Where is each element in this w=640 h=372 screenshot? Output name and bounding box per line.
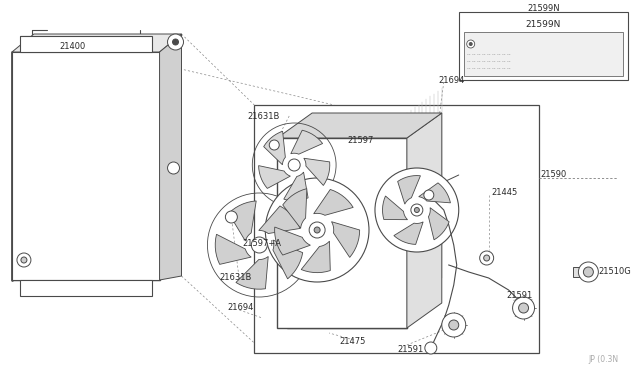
Bar xyxy=(573,267,593,277)
Text: 21445: 21445 xyxy=(492,187,518,196)
Text: 21599N: 21599N xyxy=(526,19,561,29)
Circle shape xyxy=(21,257,27,263)
Text: 21597+A: 21597+A xyxy=(243,238,282,247)
Circle shape xyxy=(518,300,529,310)
Text: 21591: 21591 xyxy=(397,346,423,355)
Circle shape xyxy=(168,162,179,174)
Bar xyxy=(464,32,623,76)
Polygon shape xyxy=(291,130,323,154)
Circle shape xyxy=(168,34,184,50)
Circle shape xyxy=(518,303,529,313)
Circle shape xyxy=(252,237,268,253)
Polygon shape xyxy=(383,196,408,220)
Text: JP (0.3N: JP (0.3N xyxy=(588,356,618,365)
Text: -- -- -- -- -- -- -- -- --: -- -- -- -- -- -- -- -- -- xyxy=(467,58,510,64)
Circle shape xyxy=(449,320,459,330)
Circle shape xyxy=(442,313,466,337)
Circle shape xyxy=(579,262,598,282)
Polygon shape xyxy=(428,208,449,240)
Text: 21475: 21475 xyxy=(339,337,365,346)
Text: 21694: 21694 xyxy=(227,304,253,312)
Circle shape xyxy=(484,255,490,261)
Polygon shape xyxy=(407,113,442,328)
Text: -- -- -- -- -- -- -- -- --: -- -- -- -- -- -- -- -- -- xyxy=(467,65,510,71)
Circle shape xyxy=(17,253,31,267)
Polygon shape xyxy=(419,183,451,203)
Polygon shape xyxy=(264,131,285,165)
Text: 21631B: 21631B xyxy=(247,112,280,121)
Ellipse shape xyxy=(265,178,369,282)
Bar xyxy=(20,36,152,52)
Polygon shape xyxy=(277,113,442,138)
Polygon shape xyxy=(159,34,182,280)
Circle shape xyxy=(173,39,179,45)
Circle shape xyxy=(425,342,437,354)
Text: 21597: 21597 xyxy=(347,135,373,144)
Circle shape xyxy=(513,297,534,319)
Ellipse shape xyxy=(375,168,459,252)
Text: 21599N: 21599N xyxy=(527,3,560,13)
Polygon shape xyxy=(397,176,420,204)
Circle shape xyxy=(269,140,279,150)
Circle shape xyxy=(411,204,423,216)
Text: 21510G: 21510G xyxy=(598,267,631,276)
Polygon shape xyxy=(273,240,303,279)
Bar xyxy=(20,280,152,296)
Text: 21590: 21590 xyxy=(541,170,567,179)
Polygon shape xyxy=(228,201,256,241)
Circle shape xyxy=(414,208,419,212)
Polygon shape xyxy=(259,206,300,234)
Text: 21694: 21694 xyxy=(439,76,465,84)
Polygon shape xyxy=(236,256,268,289)
Text: -- -- -- -- -- -- -- -- --: -- -- -- -- -- -- -- -- -- xyxy=(467,51,510,57)
Polygon shape xyxy=(394,222,423,244)
Polygon shape xyxy=(284,172,308,201)
Circle shape xyxy=(480,251,493,265)
Circle shape xyxy=(467,40,475,48)
Circle shape xyxy=(309,222,325,238)
Polygon shape xyxy=(275,227,310,255)
Polygon shape xyxy=(301,241,330,273)
Polygon shape xyxy=(283,189,307,228)
Polygon shape xyxy=(12,52,159,280)
Bar xyxy=(459,12,628,80)
Polygon shape xyxy=(332,222,360,257)
Polygon shape xyxy=(12,34,182,52)
Polygon shape xyxy=(314,189,353,215)
Text: 21631B: 21631B xyxy=(220,273,252,282)
Bar xyxy=(277,138,407,328)
Circle shape xyxy=(424,190,434,200)
Bar xyxy=(254,105,538,353)
Polygon shape xyxy=(304,158,330,186)
Polygon shape xyxy=(215,234,251,264)
Circle shape xyxy=(314,227,320,233)
Circle shape xyxy=(288,159,300,171)
Polygon shape xyxy=(259,166,291,189)
Text: 21400: 21400 xyxy=(60,42,86,51)
Circle shape xyxy=(469,42,472,45)
Circle shape xyxy=(225,211,237,223)
Text: 21591: 21591 xyxy=(507,292,533,301)
Circle shape xyxy=(584,267,593,277)
